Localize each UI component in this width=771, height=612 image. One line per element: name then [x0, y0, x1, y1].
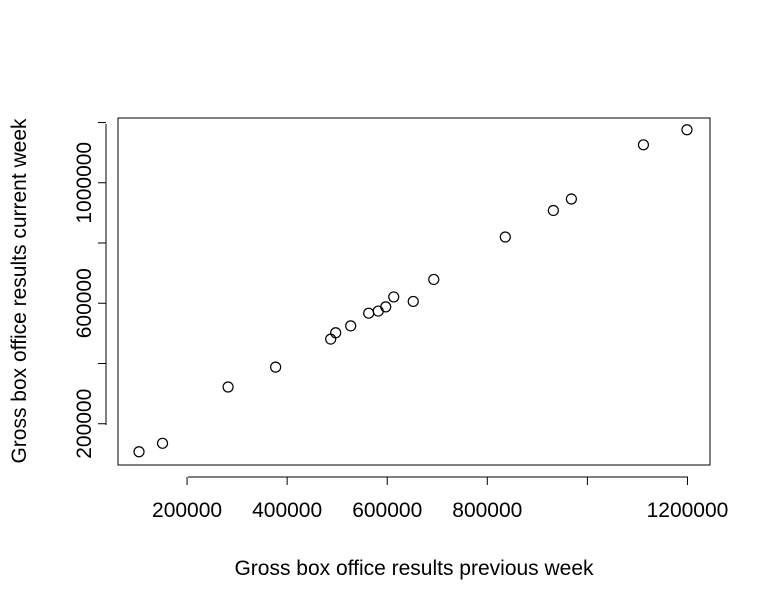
- data-point: [407, 295, 419, 308]
- data-point: [388, 291, 400, 303]
- x-tick-label: 400000: [252, 499, 322, 522]
- data-point: [270, 361, 282, 373]
- y-tick-label: 600000: [73, 268, 96, 338]
- y-axis-ticks: 200000 600000 1000000: [73, 122, 106, 459]
- y-tick-label: 1000000: [73, 142, 96, 224]
- x-tick-label: 1200000: [647, 499, 729, 522]
- x-tick-label: 800000: [452, 499, 522, 522]
- data-point: [325, 333, 337, 345]
- data-point: [565, 193, 577, 205]
- data-point: [222, 381, 234, 393]
- y-axis-title: Gross box office results current week: [8, 118, 31, 464]
- data-points: [133, 124, 693, 458]
- data-point: [156, 437, 169, 449]
- data-point: [681, 124, 693, 136]
- data-point: [380, 301, 392, 313]
- y-tick-label: 200000: [73, 389, 96, 459]
- x-axis-ticks: 200000 400000 600000 800000 1200000: [152, 477, 728, 522]
- data-point: [499, 231, 511, 243]
- x-axis-title: Gross box office results previous week: [234, 557, 594, 580]
- data-point: [428, 273, 440, 286]
- plot-frame: [117, 117, 711, 466]
- data-point: [363, 307, 375, 319]
- data-point: [133, 446, 145, 458]
- data-point: [547, 204, 559, 217]
- data-point: [372, 305, 384, 317]
- x-tick-label: 600000: [352, 499, 422, 522]
- data-point: [330, 327, 342, 339]
- data-point: [637, 139, 650, 151]
- data-point: [345, 320, 357, 332]
- x-tick-label: 200000: [152, 499, 222, 522]
